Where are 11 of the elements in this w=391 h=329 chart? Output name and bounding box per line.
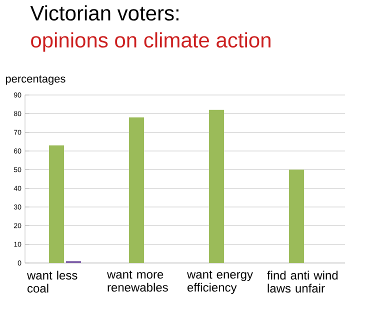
x-tick-label: want energy efficiency (186, 270, 253, 294)
x-tick-label: want more renewables (106, 270, 168, 292)
chart-title: Victorian voters: (30, 5, 178, 21)
bar (288, 170, 304, 263)
bar (49, 145, 64, 263)
chart-subtitle: opinions on climate action (31, 32, 270, 52)
bar (129, 117, 144, 263)
y-axis-title: percentages (6, 75, 66, 85)
bar (209, 110, 224, 263)
x-tick-label: want less coal (26, 270, 78, 293)
x-tick-label: find anti wind laws unfair (267, 270, 338, 293)
